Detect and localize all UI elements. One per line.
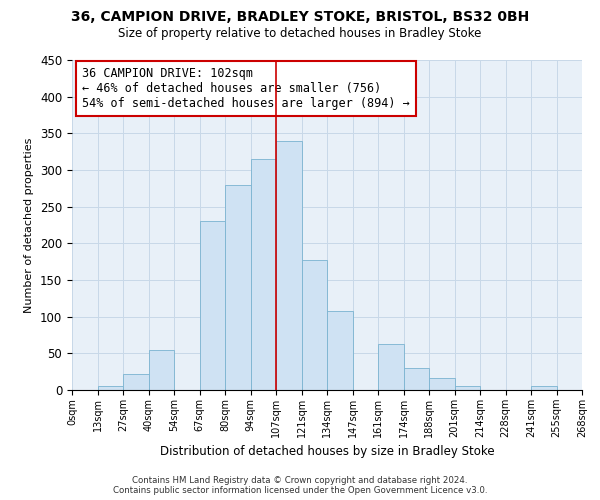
Bar	[123, 374, 149, 390]
Bar	[251, 159, 276, 390]
Text: 36 CAMPION DRIVE: 102sqm
← 46% of detached houses are smaller (756)
54% of semi-: 36 CAMPION DRIVE: 102sqm ← 46% of detach…	[82, 66, 410, 110]
Y-axis label: Number of detached properties: Number of detached properties	[25, 138, 34, 312]
Bar	[327, 311, 353, 390]
Bar	[302, 260, 327, 390]
Bar	[429, 378, 455, 390]
Bar	[378, 344, 404, 390]
Bar	[225, 184, 251, 390]
Text: Contains HM Land Registry data © Crown copyright and database right 2024.
Contai: Contains HM Land Registry data © Crown c…	[113, 476, 487, 495]
Bar	[276, 140, 302, 390]
Bar	[199, 222, 225, 390]
Text: Size of property relative to detached houses in Bradley Stoke: Size of property relative to detached ho…	[118, 28, 482, 40]
X-axis label: Distribution of detached houses by size in Bradley Stoke: Distribution of detached houses by size …	[160, 446, 494, 458]
Bar	[97, 386, 123, 390]
Bar	[455, 386, 480, 390]
Bar	[404, 368, 429, 390]
Bar	[531, 386, 557, 390]
Text: 36, CAMPION DRIVE, BRADLEY STOKE, BRISTOL, BS32 0BH: 36, CAMPION DRIVE, BRADLEY STOKE, BRISTO…	[71, 10, 529, 24]
Bar	[149, 350, 174, 390]
